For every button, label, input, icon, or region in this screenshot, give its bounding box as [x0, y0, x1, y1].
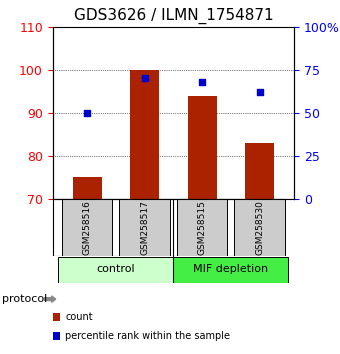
- Text: count: count: [65, 312, 93, 322]
- Text: GSM258530: GSM258530: [255, 200, 264, 255]
- Bar: [130, 70, 159, 199]
- Bar: [234, 199, 285, 256]
- Bar: [173, 257, 288, 282]
- Bar: [177, 199, 227, 256]
- Point: [84, 110, 90, 115]
- Bar: [62, 199, 113, 256]
- Point: [200, 79, 205, 85]
- Text: GSM258517: GSM258517: [140, 200, 149, 255]
- Text: GSM258516: GSM258516: [83, 200, 92, 255]
- Text: GSM258515: GSM258515: [198, 200, 207, 255]
- Point: [142, 75, 147, 81]
- Bar: [119, 199, 170, 256]
- Bar: [188, 96, 217, 199]
- Title: GDS3626 / ILMN_1754871: GDS3626 / ILMN_1754871: [73, 7, 273, 24]
- Text: protocol: protocol: [2, 294, 47, 304]
- Bar: [58, 257, 173, 282]
- Text: percentile rank within the sample: percentile rank within the sample: [65, 331, 230, 341]
- Bar: [73, 177, 102, 199]
- Point: [257, 89, 262, 95]
- Text: MIF depletion: MIF depletion: [193, 264, 269, 274]
- Text: control: control: [97, 264, 135, 274]
- Bar: [245, 143, 274, 199]
